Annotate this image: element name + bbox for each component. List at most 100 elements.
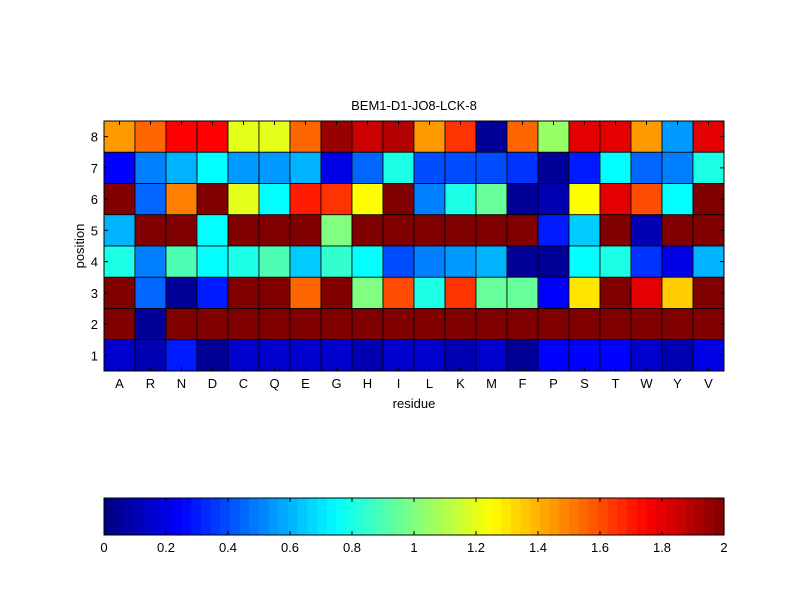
heatmap-cell <box>351 151 384 184</box>
heatmap-cell <box>103 214 136 247</box>
heatmap-cell <box>599 276 632 309</box>
heatmap-cell <box>506 151 539 184</box>
colorbar-segment <box>152 498 163 535</box>
colorbar-segment <box>336 498 347 535</box>
x-tick-label: E <box>301 376 310 391</box>
colorbar-segment <box>501 498 512 535</box>
x-tick-label: C <box>239 376 248 391</box>
x-tick-label: T <box>612 376 620 391</box>
heatmap-cell <box>134 339 167 372</box>
colorbar-segment <box>229 498 241 535</box>
heatmap-cell <box>444 214 477 247</box>
heatmap-cell <box>568 339 601 372</box>
heatmap-cell <box>227 339 260 372</box>
heatmap-cell <box>382 308 415 341</box>
colorbar-segment <box>220 498 231 535</box>
heatmap-cell <box>196 339 229 372</box>
y-tick-label: 7 <box>91 161 98 176</box>
heatmap-cell <box>351 308 384 341</box>
colorbar-segment <box>404 498 415 535</box>
colorbar-tick-label: 0.8 <box>343 540 361 555</box>
colorbar-segment <box>288 498 299 535</box>
colorbar-segment <box>200 498 212 535</box>
heatmap-cell <box>599 339 632 372</box>
colorbar-segment <box>598 498 609 535</box>
heatmap-cell <box>444 245 477 278</box>
heatmap-cell <box>444 151 477 184</box>
colorbar-segment <box>578 498 589 535</box>
y-tick-labels: 8 7 6 5 4 3 2 1 <box>91 130 724 363</box>
colorbar-tick-label: 0.4 <box>219 540 237 555</box>
heatmap-cell <box>475 339 508 372</box>
heatmap-cell <box>320 276 353 309</box>
heatmap-cell <box>134 214 167 247</box>
heatmap-cell <box>289 245 322 278</box>
heatmap-cell <box>692 339 725 372</box>
heatmap-cell <box>382 151 415 184</box>
x-tick-label: S <box>580 376 589 391</box>
heatmap-cell <box>134 151 167 184</box>
heatmap-cell <box>165 214 198 247</box>
heatmap-cell <box>630 120 663 153</box>
colorbar-segment <box>549 498 560 535</box>
heatmap-cell <box>227 120 260 153</box>
heatmap-cell <box>165 276 198 309</box>
heatmap-cell <box>103 120 136 153</box>
heatmap-cell <box>599 183 632 216</box>
colorbar-segment <box>171 498 183 535</box>
colorbar-segment <box>104 498 115 535</box>
x-tick-label: N <box>177 376 186 391</box>
heatmap-cell <box>320 120 353 153</box>
colorbar-segment <box>520 498 531 535</box>
heatmap-cell <box>382 339 415 372</box>
heatmap-cell <box>103 339 136 372</box>
heatmap-cell <box>351 276 384 309</box>
heatmap-cell <box>289 214 322 247</box>
heatmap-cell <box>413 120 446 153</box>
heatmap-cell <box>537 183 570 216</box>
colorbar-segment <box>704 498 715 535</box>
plot-frame <box>103 120 725 372</box>
heatmap-cell <box>196 214 229 247</box>
colorbar-segment <box>452 498 464 535</box>
x-tick-label: I <box>397 376 401 391</box>
heatmap-cell <box>196 308 229 341</box>
heatmap-cell <box>475 276 508 309</box>
heatmap-cell <box>103 151 136 184</box>
colorbar-segment <box>414 498 425 535</box>
colorbar-segment <box>627 498 638 535</box>
heatmap-cell <box>537 214 570 247</box>
heatmap-cell <box>568 151 601 184</box>
heatmap-cell <box>320 245 353 278</box>
heatmap-cell <box>568 120 601 153</box>
heatmap-cell <box>165 245 198 278</box>
heatmap-cell <box>351 120 384 153</box>
heatmap-cell <box>134 183 167 216</box>
colorbar-tick-label: 1.8 <box>653 540 671 555</box>
heatmap-cell <box>444 276 477 309</box>
heatmap-cell <box>475 151 508 184</box>
colorbar-segment <box>162 498 173 535</box>
heatmap-cell <box>413 183 446 216</box>
heatmap-cell <box>444 308 477 341</box>
heatmap-cell <box>103 308 136 341</box>
x-tick-label: P <box>549 376 558 391</box>
y-axis-label: position <box>72 224 87 269</box>
heatmap-cell <box>413 245 446 278</box>
colorbar-segment <box>249 498 260 535</box>
heatmap-cell <box>630 183 663 216</box>
heatmap-cell <box>692 120 725 153</box>
heatmap-cell <box>475 308 508 341</box>
heatmap-cell <box>661 120 694 153</box>
heatmap-cell <box>289 151 322 184</box>
heatmap-cell <box>320 151 353 184</box>
colorbar-segment <box>259 498 270 535</box>
heatmap-cell <box>227 245 260 278</box>
colorbar-segment <box>142 498 154 535</box>
heatmap-cell <box>351 245 384 278</box>
x-tick-label: M <box>486 376 497 391</box>
heatmap-cell <box>320 214 353 247</box>
heatmap-cell <box>599 245 632 278</box>
